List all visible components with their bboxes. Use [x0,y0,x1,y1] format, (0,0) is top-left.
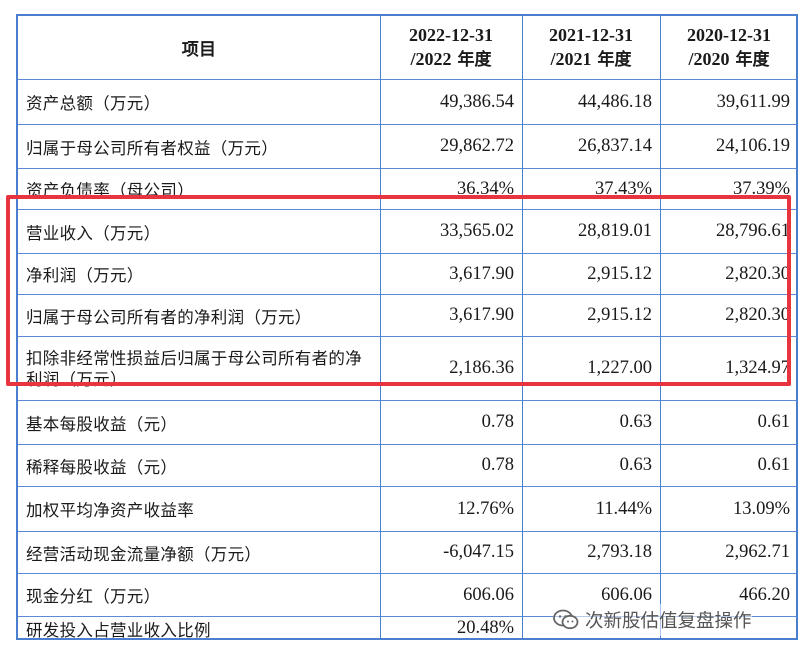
table-row: 基本每股收益（元） 0.78 0.63 0.61 [18,400,796,444]
value-2020: 2,820.30 [725,263,790,284]
header-2022-date: 2022-12-31 [409,25,493,45]
header-2022-year: /2022 [410,49,452,69]
value-2022: 2,186.36 [449,358,514,378]
row-label: 归属于母公司所有者的净利润（万元） [26,307,312,327]
row-label: 基本每股收益（元） [26,414,178,434]
table-row: 营业收入（万元） 33,565.02 28,819.01 28,796.61 [18,209,796,253]
value-2020: 24,106.19 [716,136,790,156]
table-row: 净利润（万元） 3,617.90 2,915.12 2,820.30 [18,253,796,294]
value-2022: 36.34% [456,178,514,199]
table-row: 现金分红（万元） 606.06 606.06 466.20 [18,573,796,616]
value-2021: 2,915.12 [587,305,652,325]
header-2020-date: 2020-12-31 [687,25,771,45]
header-2021-year: /2021 [550,49,592,69]
header-item-label: 项目 [181,40,217,60]
row-label: 营业收入（万元） [26,223,161,243]
header-2021: 2021-12-31/2021 年度 [522,16,660,79]
header-2022-suffix: 年度 [451,50,492,70]
value-2022: 33,565.02 [440,221,514,241]
header-2022: 2022-12-31/2022 年度 [380,16,522,79]
value-2020: 39,611.99 [716,91,790,112]
value-2021: 11.44% [595,498,652,519]
table-row: 归属于母公司所有者权益（万元） 29,862.72 26,837.14 24,106.… [18,124,796,168]
row-label: 稀释每股收益（元） [26,457,178,477]
value-2021: 37.43% [594,178,652,199]
watermark-text: 次新股估值复盘操作 [585,611,752,632]
header-row: 项目 2022-12-31/2022 年度 2021-12-31/2021 年度… [18,16,796,79]
value-2020: 466.20 [739,584,790,605]
value-2022: 0.78 [481,455,514,475]
wechat-icon [553,609,579,631]
value-2020: 1,324.97 [725,358,790,378]
value-2021: 0.63 [619,455,652,475]
table-row: 归属于母公司所有者的净利润（万元） 3,617.90 2,915.12 2,820.3… [18,294,796,336]
row-label: 研发投入占营业收入比例 [26,620,211,640]
value-2020: 0.61 [757,412,790,432]
row-label: 净利润（万元） [26,266,144,285]
column-divider [522,16,523,638]
value-2022: 29,862.72 [440,136,514,156]
value-2021: 2,915.12 [587,263,652,284]
table-row: 资产总额（万元） 49,386.54 44,486.18 39,611.99 [18,79,796,124]
value-2020: 28,796.61 [716,221,790,241]
value-2021: 2,793.18 [587,542,652,562]
table-row: 加权平均净资产收益率 12.76% 11.44% 13.09% [18,486,796,531]
value-2021: 0.63 [619,412,652,432]
value-2021: 26,837.14 [578,136,652,156]
value-2021: 1,227.00 [587,358,652,378]
header-2020: 2020-12-31/2020 年度 [660,16,798,79]
value-2022: 0.78 [481,412,514,432]
row-label: 归属于母公司所有者权益（万元） [26,138,278,158]
watermark: 次新股估值复盘操作 [553,604,752,636]
value-2020: 2,962.71 [725,542,790,562]
header-2021-suffix: 年度 [591,50,632,70]
value-2021: 606.06 [601,584,652,605]
value-2021: 44,486.18 [578,91,652,112]
row-label: 经营活动现金流量净额（万元） [26,544,262,564]
value-2022: -6,047.15 [443,542,514,562]
value-2020: 37.39% [732,178,790,199]
value-2021: 28,819.01 [578,221,652,241]
value-2022: 12.76% [456,498,514,519]
value-2020: 2,820.30 [725,305,790,325]
column-divider [380,16,381,638]
value-2022: 3,617.90 [449,305,514,325]
row-label: 资产总额（万元） [26,94,161,113]
value-2020: 13.09% [732,498,790,519]
table-row: 经营活动现金流量净额（万元） -6,047.15 2,793.18 2,962.71 [18,531,796,573]
header-2021-date: 2021-12-31 [549,25,633,45]
value-2022: 49,386.54 [440,91,514,112]
column-divider [660,16,661,638]
value-2022: 20.48% [456,618,514,638]
highlight-box [6,195,791,386]
header-2020-year: /2020 [688,49,730,69]
value-2020: 0.61 [757,455,790,475]
row-label: 加权平均净资产收益率 [26,501,194,520]
value-2022: 3,617.90 [449,263,514,284]
financial-table: 项目 2022-12-31/2022 年度 2021-12-31/2021 年度… [16,14,798,640]
value-2022: 606.06 [463,584,514,605]
header-2020-suffix: 年度 [729,50,770,70]
row-label: 现金分红（万元） [26,587,161,606]
table-row: 研发投入占营业收入比例 20.48% [18,616,796,640]
table-row: 稀释每股收益（元） 0.78 0.63 0.61 [18,444,796,486]
